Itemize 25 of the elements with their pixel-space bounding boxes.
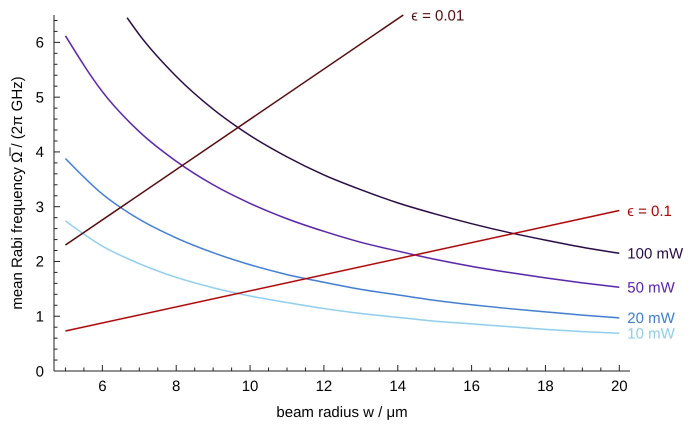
x-tick-label: 12 (316, 378, 332, 395)
series-label: ϵ = 0.1 (627, 202, 672, 220)
x-tick-label: 16 (463, 378, 480, 395)
y-tick-label: 2 (36, 254, 44, 271)
x-tick-label: 10 (242, 378, 258, 395)
series-label: 20 mW (627, 310, 676, 328)
x-axis-title: beam radius w / μm (276, 404, 408, 421)
line-series (64, 158, 620, 319)
x-tick-label: 14 (389, 378, 406, 395)
series-label: 10 mW (627, 325, 676, 342)
x-tick-label: 20 (610, 378, 628, 395)
y-tick-label: 6 (36, 34, 44, 52)
x-tick-label: 6 (98, 378, 107, 395)
series-label: 100 mW (627, 245, 684, 262)
line-series (64, 35, 620, 288)
y-tick-label: 1 (36, 308, 44, 326)
y-tick-label: 4 (36, 144, 44, 162)
x-tick-label: 18 (537, 378, 554, 395)
y-tick-label: 5 (36, 89, 44, 106)
y-axis-title: mean Rabi frequency Ω̅ / (2π GHz) (9, 76, 26, 310)
x-tick-label: 8 (172, 378, 180, 395)
series-label: ϵ = 0.01 (411, 7, 464, 24)
y-tick-label: 0 (36, 363, 44, 380)
y-tick-label: 3 (36, 198, 44, 216)
series-label: 50 mW (627, 279, 676, 296)
